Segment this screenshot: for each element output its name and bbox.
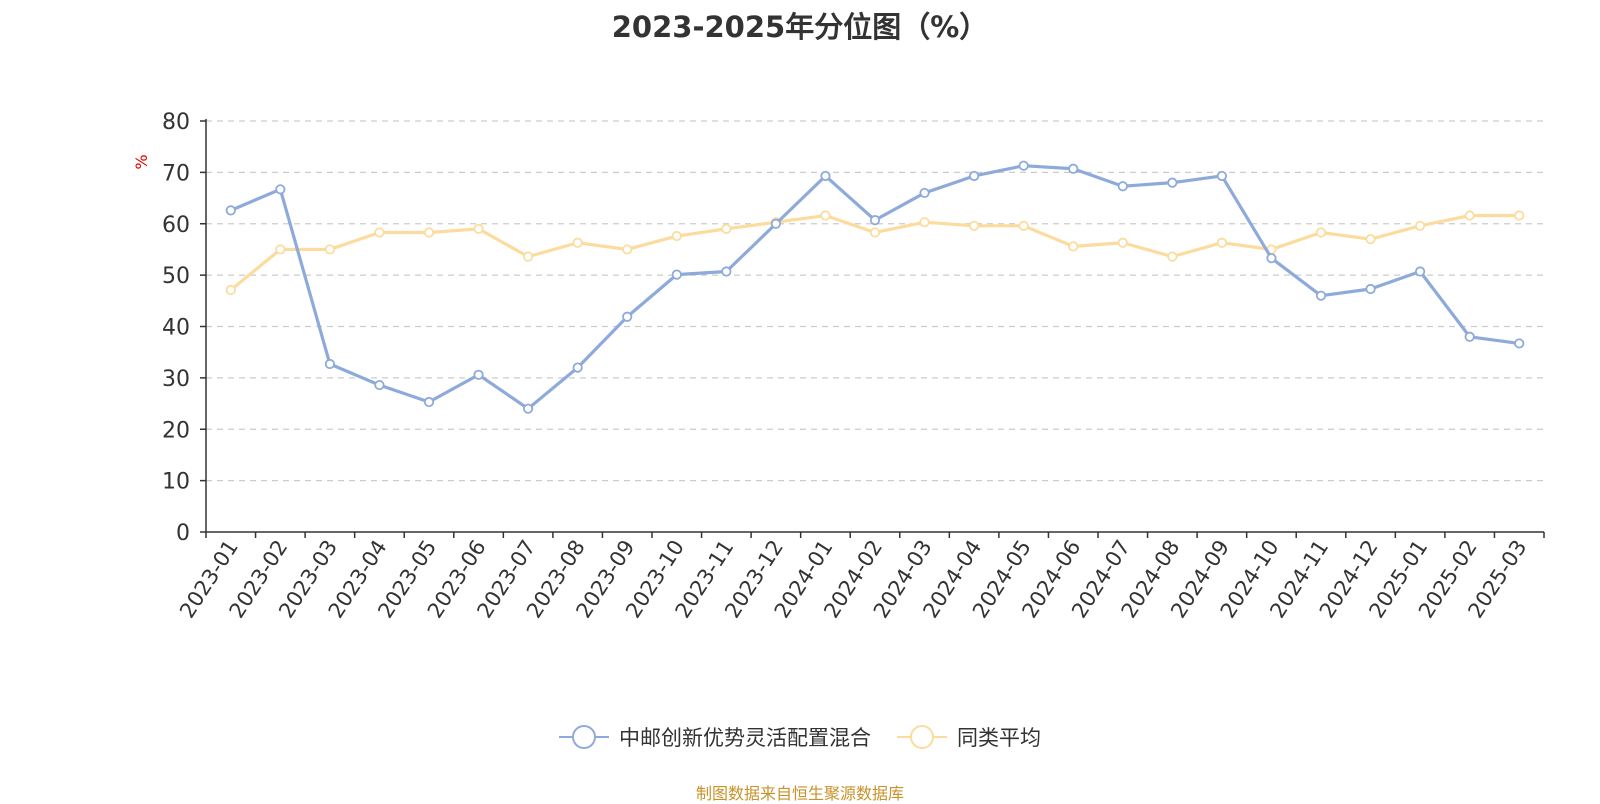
series-0-point-2024-06 — [1068, 163, 1079, 174]
series-1-point-2024-03 — [919, 217, 930, 228]
y-tick-label-0: 0 — [176, 521, 190, 546]
series-1-point-2025-03 — [1514, 210, 1525, 221]
data-source-note: 制图数据来自恒生聚源数据库 — [695, 784, 904, 803]
series-0-point-2024-03 — [919, 187, 930, 199]
series-1-point-2023-07 — [523, 251, 534, 262]
series-0-point-2024-07 — [1117, 181, 1128, 192]
series-0-point-2023-06 — [473, 369, 484, 380]
grid-lines — [206, 120, 1544, 482]
series-1-point-2023-10 — [671, 230, 682, 242]
series-1-point-2024-01 — [820, 210, 831, 221]
y-tick-label-70: 70 — [162, 161, 190, 186]
series-1-point-2023-02 — [275, 244, 286, 255]
series-1-point-2024-02 — [869, 227, 881, 238]
series-0-point-2024-08 — [1167, 177, 1178, 188]
y-tick-label-50: 50 — [162, 264, 190, 289]
series-1-point-2023-09 — [622, 244, 633, 255]
series-layer — [225, 160, 1525, 414]
series-1-point-2025-01 — [1415, 220, 1426, 231]
series-0-point-2024-04 — [969, 170, 980, 182]
series-1-point-2023-05 — [423, 227, 435, 238]
series-0-point-2024-02 — [869, 215, 881, 226]
series-1-point-2023-04 — [374, 227, 385, 238]
series-1-point-2024-09 — [1216, 237, 1227, 248]
legend-item-series-0[interactable]: 中邮创新优势灵活配置混合 — [559, 722, 871, 752]
series-0-point-2025-02 — [1464, 331, 1475, 342]
series-0-point-2023-11 — [721, 266, 732, 277]
axes: 010203040506070802023-012023-022023-0320… — [162, 110, 1545, 622]
series-0-point-2023-07 — [523, 403, 534, 414]
series-0-point-2024-11 — [1315, 290, 1327, 301]
series-1-point-2024-07 — [1117, 237, 1128, 248]
series-0-point-2023-08 — [572, 362, 583, 373]
series-0-point-2024-09 — [1216, 170, 1227, 182]
series-0-point-2023-12 — [770, 218, 781, 229]
series-1-line — [229, 213, 1520, 292]
legend-series-1-icon — [897, 725, 947, 749]
series-0-point-2023-04 — [374, 379, 385, 391]
series-1-point-2023-01 — [225, 284, 236, 296]
legend-series-0-label: 中邮创新优势灵活配置混合 — [619, 726, 871, 750]
series-0-line — [230, 164, 1520, 411]
series-0-point-2023-10 — [671, 269, 682, 280]
series-1-point-2023-11 — [721, 223, 732, 234]
series-0-point-2024-12 — [1365, 283, 1376, 295]
y-tick-label-20: 20 — [162, 418, 190, 443]
y-tick-label-40: 40 — [162, 316, 190, 341]
series-0-point-2023-09 — [622, 311, 633, 322]
series-1-point-2025-02 — [1464, 210, 1475, 221]
series-1-point-2024-08 — [1167, 251, 1178, 262]
series-1-point-2024-12 — [1365, 234, 1376, 245]
series-1-point-2023-08 — [572, 237, 583, 248]
y-tick-label-30: 30 — [162, 367, 190, 392]
series-0-point-2023-05 — [423, 396, 435, 408]
series-0-point-2024-10 — [1266, 253, 1277, 264]
y-axis-unit-label: % — [132, 154, 151, 169]
series-0-point-2023-02 — [275, 184, 286, 195]
series-1-point-2023-03 — [324, 244, 335, 255]
series-0-point-2025-03 — [1514, 338, 1525, 349]
series-1-point-2024-04 — [969, 220, 980, 231]
series-0-point-2023-01 — [225, 205, 236, 216]
legend-series-0-icon — [559, 725, 609, 749]
y-tick-label-80: 80 — [162, 110, 190, 135]
legend-item-series-1[interactable]: 同类平均 — [897, 722, 1041, 752]
y-tick-label-10: 10 — [162, 470, 190, 495]
series-0-point-2025-01 — [1415, 266, 1426, 277]
y-tick-label-60: 60 — [162, 213, 190, 238]
chart-title: 2023-2025年分位图（%） — [611, 10, 989, 44]
series-1-point-2024-06 — [1068, 241, 1079, 252]
legend-series-1-label: 同类平均 — [957, 726, 1041, 750]
series-0-point-2023-03 — [324, 358, 335, 370]
series-1-point-2024-05 — [1018, 220, 1029, 231]
series-1-point-2024-11 — [1315, 227, 1327, 238]
series-1-point-2023-06 — [473, 223, 484, 234]
legend: 中邮创新优势灵活配置混合 同类平均 — [0, 722, 1600, 752]
series-0-point-2024-01 — [820, 170, 831, 182]
series-0-point-2024-05 — [1018, 160, 1029, 171]
